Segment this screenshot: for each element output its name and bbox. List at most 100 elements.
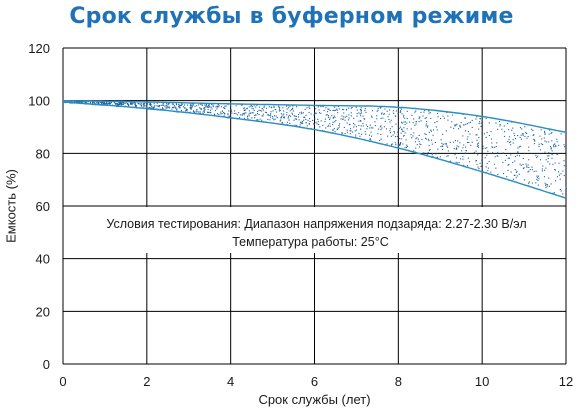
band-dot <box>486 163 488 165</box>
band-dot <box>560 190 562 192</box>
band-dot <box>138 103 140 105</box>
band-dot <box>471 119 473 121</box>
band-dot <box>253 105 255 107</box>
band-dot <box>551 140 553 142</box>
band-dot <box>406 110 408 112</box>
band-dot <box>308 123 310 125</box>
band-dot <box>485 166 487 168</box>
band-dot <box>545 167 547 169</box>
band-dot <box>167 107 169 109</box>
band-dot <box>105 101 107 103</box>
band-dot <box>214 110 216 112</box>
band-dot <box>369 124 371 126</box>
band-dot <box>494 156 496 158</box>
band-dot <box>428 140 430 142</box>
band-dot <box>103 102 105 104</box>
band-dot <box>118 103 120 105</box>
band-dot <box>106 101 108 103</box>
band-dot <box>422 115 424 117</box>
band-dot <box>122 103 124 105</box>
band-dot <box>211 108 213 110</box>
band-dot <box>239 117 241 119</box>
grid <box>62 47 567 365</box>
band-dot <box>113 102 115 104</box>
band-dot <box>329 125 331 127</box>
band-dot <box>152 107 154 109</box>
band-dot <box>537 184 539 186</box>
band-dot <box>137 102 139 104</box>
band-dot <box>525 132 527 134</box>
band-dot <box>477 146 479 148</box>
band-dot <box>353 117 355 119</box>
band-dot <box>527 164 529 166</box>
band-dot <box>251 117 253 119</box>
band-dot <box>524 135 526 137</box>
band-dot <box>470 121 472 123</box>
band-dot <box>376 110 378 112</box>
band-dot <box>350 130 352 132</box>
band-dot <box>343 126 345 128</box>
band-dot <box>240 104 242 106</box>
band-dot <box>507 164 509 166</box>
band-dot <box>533 143 535 145</box>
band-dot <box>515 138 517 140</box>
band-dot <box>315 121 317 123</box>
band-dot <box>479 121 481 123</box>
band-dot <box>387 135 389 137</box>
band-dot <box>337 127 339 129</box>
band-dot <box>341 115 343 117</box>
band-dots <box>63 101 567 197</box>
band-dot <box>193 110 195 112</box>
band-dot <box>102 102 104 104</box>
band-dot <box>394 136 396 138</box>
band-dot <box>367 126 369 128</box>
band-dot <box>130 103 132 105</box>
band-dot <box>436 121 438 123</box>
band-dot <box>343 112 345 114</box>
band-dot <box>518 155 520 157</box>
band-dot <box>135 105 137 107</box>
band-dot <box>292 113 294 115</box>
band-dot <box>424 117 426 119</box>
band-dot <box>203 109 205 111</box>
band-dot <box>263 106 265 108</box>
band-dot <box>272 117 274 119</box>
band-dot <box>129 102 131 104</box>
band-dot <box>398 144 400 146</box>
band-dot <box>382 117 384 119</box>
band-dot <box>547 184 549 186</box>
band-dot <box>327 108 329 110</box>
band-dot <box>300 122 302 124</box>
band-dot <box>270 116 272 118</box>
band-dot <box>323 110 325 112</box>
band-dot <box>475 160 477 162</box>
band-dot <box>427 153 429 155</box>
band-dot <box>270 114 272 116</box>
band-dot <box>399 143 401 145</box>
band-dot <box>526 165 528 167</box>
band-dot <box>481 149 483 151</box>
band-dot <box>510 144 512 146</box>
band-dot <box>180 105 182 107</box>
band-dot <box>496 142 498 144</box>
band-dot <box>292 110 294 112</box>
band-dot <box>81 101 83 103</box>
band-dot <box>389 130 391 132</box>
band-dot <box>391 144 393 146</box>
band-dot <box>550 183 552 185</box>
band-dot <box>292 107 294 109</box>
band-dot <box>356 113 358 115</box>
band-dot <box>338 126 340 128</box>
band-dot <box>483 133 485 135</box>
band-dot <box>152 107 154 109</box>
band-dot <box>394 132 396 134</box>
band-dot <box>444 143 446 145</box>
band-dot <box>369 138 371 140</box>
band-dot <box>413 118 415 120</box>
band-dot <box>458 128 460 130</box>
band-dot <box>103 101 105 103</box>
band-dot <box>428 112 430 114</box>
band-dot <box>424 109 426 111</box>
band-dot <box>529 169 531 171</box>
band-dot <box>403 135 405 137</box>
